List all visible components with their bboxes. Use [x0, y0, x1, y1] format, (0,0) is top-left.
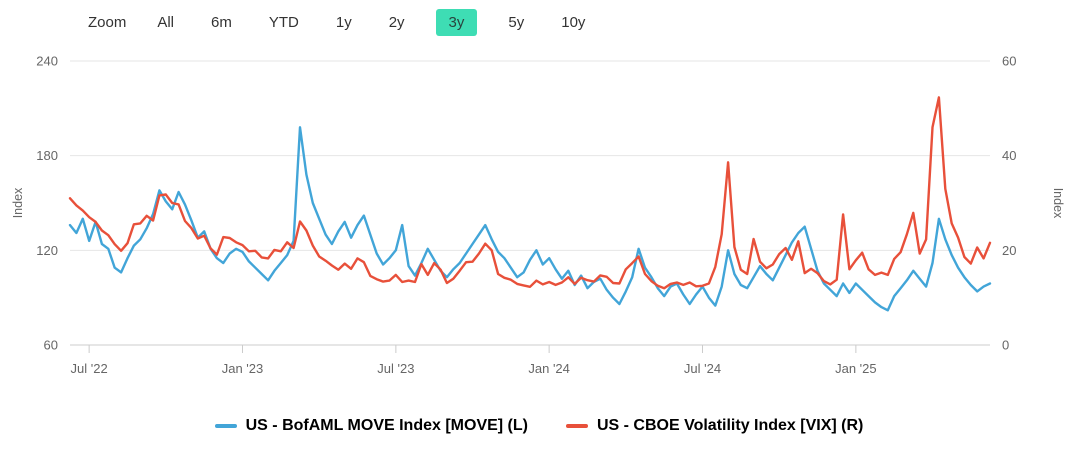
y-axis-left-tick-label: 180: [36, 148, 58, 163]
zoom-button-2y[interactable]: 2y: [388, 14, 405, 31]
range-selector-toolbar: Zoom All 6m YTD 1y 2y 3y 5y 10y: [88, 9, 591, 36]
zoom-toolbar-label: Zoom: [88, 14, 127, 31]
x-axis-tick-label: Jan '25: [835, 361, 877, 376]
x-axis-tick-label: Jul '24: [684, 361, 721, 376]
zoom-button-ytd[interactable]: YTD: [268, 14, 299, 31]
y-axis-left-title: Index: [11, 187, 25, 218]
legend-item-vix[interactable]: US - CBOE Volatility Index [VIX] (R): [565, 417, 864, 435]
legend-label-move: US - BofAML MOVE Index [MOVE] (L): [245, 417, 528, 434]
x-axis-tick-label: Jul '23: [377, 361, 414, 376]
legend-marker-move-icon: [214, 424, 237, 428]
y-axis-right-title: Index: [1051, 188, 1065, 219]
series-line-vix[interactable]: [68, 96, 992, 290]
legend-label-vix: US - CBOE Volatility Index [VIX] (R): [596, 417, 864, 434]
zoom-button-1y[interactable]: 1y: [335, 14, 352, 31]
y-axis-right-tick-label: 20: [1002, 243, 1016, 258]
y-axis-left-tick-label: 240: [36, 54, 58, 69]
plot-area: 60 0 120 20 180 40 240 60 Jul '22 Jan '23 Jul '23 J…: [11, 54, 1065, 377]
legend-marker-vix-icon: [565, 424, 588, 428]
x-axis-tick-label: Jul '22: [71, 361, 108, 376]
y-axis-left-tick-label: 60: [44, 338, 58, 353]
series-line-move[interactable]: [68, 126, 992, 312]
x-axis-tick-label: Jan '24: [528, 361, 570, 376]
y-axis-left-tick-label: 120: [36, 243, 58, 258]
y-axis-right-tick-label: 40: [1002, 148, 1016, 163]
legend-item-move[interactable]: US - BofAML MOVE Index [MOVE] (L): [214, 417, 528, 435]
y-axis-right-tick-label: 60: [1002, 54, 1016, 69]
chart-legend: US - BofAML MOVE Index [MOVE] (L) US - C…: [0, 417, 1078, 435]
zoom-button-10y[interactable]: 10y: [561, 14, 586, 31]
zoom-button-all[interactable]: All: [157, 14, 175, 31]
zoom-button-5y[interactable]: 5y: [508, 14, 525, 31]
x-axis-tick-label: Jan '23: [222, 361, 264, 376]
y-axis-right-tick-label: 0: [1002, 338, 1009, 353]
zoom-button-3y[interactable]: 3y: [435, 9, 478, 36]
zoom-button-6m[interactable]: 6m: [211, 14, 232, 31]
